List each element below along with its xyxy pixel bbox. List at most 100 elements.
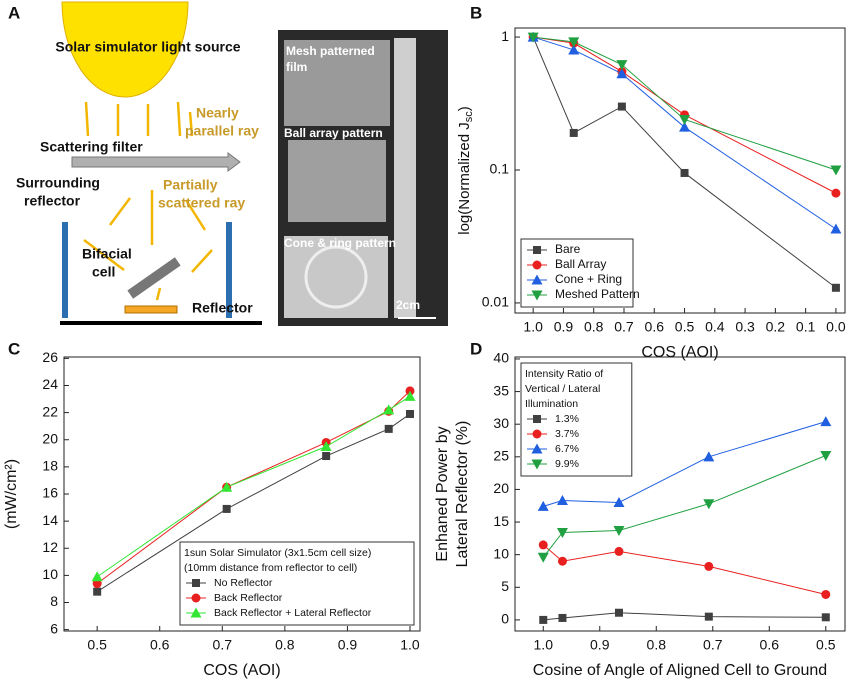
marker <box>821 613 830 622</box>
label: Scattering filter <box>40 139 143 155</box>
y-axis-label: Enhaned Power by <box>434 426 451 561</box>
light-source <box>61 1 189 98</box>
mesh-film <box>284 40 390 126</box>
marker <box>569 128 578 137</box>
marker <box>222 504 231 513</box>
cell <box>127 257 181 299</box>
x-tick-label: 0.8 <box>647 637 667 653</box>
x-axis-label: COS (AOI) <box>203 662 280 679</box>
marker <box>92 579 102 589</box>
marker <box>679 121 691 132</box>
y-tick-label: 0 <box>501 611 509 627</box>
y-tick-label: 20 <box>42 430 58 446</box>
marker <box>680 168 689 177</box>
marker <box>831 283 840 292</box>
y-axis-label-sub: sc <box>463 111 475 123</box>
marker <box>538 540 548 550</box>
x-tick-label: 0.3 <box>735 319 755 335</box>
legend-marker <box>532 260 542 270</box>
legend-title: Intensity Ratio of <box>525 368 603 380</box>
y-tick-label: 1 <box>501 28 509 44</box>
y-axis-label: log(Normalized Jsc) <box>456 106 475 235</box>
x-tick-label: 0.6 <box>760 637 780 653</box>
x-tick-label: 0.9 <box>338 637 358 653</box>
marker <box>704 561 714 571</box>
legend-marker <box>531 290 543 301</box>
series-line <box>542 544 826 595</box>
legend-label: Cone + Ring <box>555 272 622 286</box>
legend-marker <box>533 246 541 254</box>
marker <box>616 60 628 71</box>
marker <box>93 587 102 596</box>
filter <box>71 152 241 172</box>
legend-marker <box>531 459 543 470</box>
x-axis-label: Cosine of Angle of Aligned Cell to Groun… <box>533 662 827 679</box>
panel-label: B <box>470 3 482 22</box>
cone-ring <box>284 236 388 318</box>
marker <box>557 556 567 566</box>
marker <box>821 589 831 599</box>
marker <box>320 441 332 452</box>
y-axis-label: (mW/cm²) <box>3 459 20 529</box>
y-tick-label: 20 <box>493 480 509 496</box>
x-tick-label: 0.2 <box>766 319 786 335</box>
photo-label: 2cm <box>396 298 420 312</box>
marker <box>613 526 625 537</box>
marker <box>614 546 624 556</box>
legend-marker <box>532 429 542 439</box>
legend-label: 1.3% <box>555 413 579 425</box>
label: Reflector <box>192 300 253 316</box>
label: reflector <box>24 193 81 209</box>
x-tick-label: 0.5 <box>816 637 836 653</box>
panel-a: A Solar simulator light source Nearly pa… <box>8 1 448 326</box>
photo-label: Ball array pattern <box>284 126 383 140</box>
marker <box>404 390 416 401</box>
marker <box>820 451 832 462</box>
x-tick-label: 0.9 <box>554 319 574 335</box>
y-axis-label-part: log(Normalized J <box>456 122 473 235</box>
marker <box>617 102 626 111</box>
x-tick-label: 0.7 <box>614 319 634 335</box>
y-tick-label: 24 <box>42 376 58 392</box>
y-tick-label: 26 <box>42 349 58 365</box>
marker <box>537 552 549 563</box>
marker <box>704 612 713 621</box>
x-tick-label: 0.7 <box>213 637 233 653</box>
marker <box>614 608 623 617</box>
x-tick-label: 0.5 <box>87 637 107 653</box>
legend-title: 1sun Solar Simulator (3x1.5cm cell size) <box>184 547 371 559</box>
legend-marker <box>533 415 541 423</box>
legend-label: Meshed Pattern <box>555 287 640 301</box>
x-tick-label: 0.8 <box>584 319 604 335</box>
y-tick-label: 10 <box>42 566 58 582</box>
label: scattered ray <box>158 195 245 211</box>
legend-label: Back Reflector <box>214 592 283 604</box>
x-tick-label: 0.7 <box>703 637 723 653</box>
label: Partially <box>163 177 218 193</box>
marker <box>556 495 568 506</box>
x-tick-label: 0.4 <box>705 319 725 335</box>
x-tick-label: 0.0 <box>826 319 846 335</box>
y-tick-label: 16 <box>42 485 58 501</box>
marker <box>91 571 103 582</box>
arrows <box>83 101 213 301</box>
label: cell <box>92 264 115 280</box>
y-tick-label: 12 <box>42 539 58 555</box>
cone <box>304 245 368 309</box>
panel-label: D <box>470 339 482 358</box>
series-line <box>533 36 837 171</box>
x-tick-label: 0.5 <box>675 319 695 335</box>
series-line <box>533 36 837 230</box>
legend-title: Vertical / Lateral <box>525 383 600 395</box>
x-tick-label: 0.6 <box>150 637 170 653</box>
series-line <box>543 612 826 621</box>
marker <box>616 68 628 79</box>
x-tick-label: 1.0 <box>534 637 554 653</box>
panel-label: A <box>8 3 20 22</box>
legend-marker <box>191 593 201 603</box>
photo-label: Mesh patterned <box>286 44 375 58</box>
marker <box>568 37 580 48</box>
panel-label: C <box>8 339 20 358</box>
legend-label: 6.7% <box>555 443 579 455</box>
